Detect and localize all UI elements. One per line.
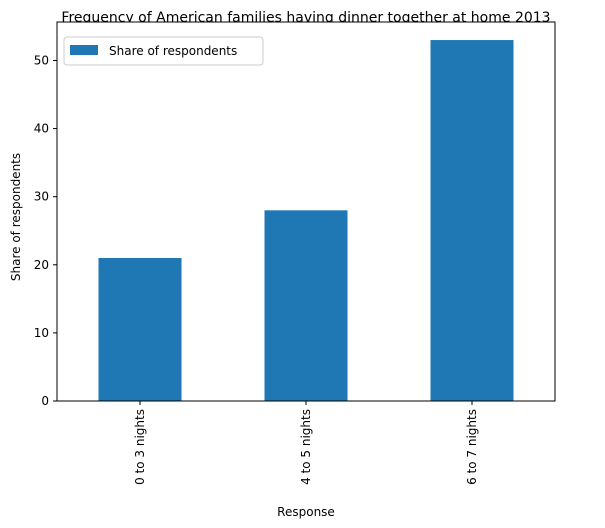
- bar: [264, 210, 348, 401]
- y-tick-label: 50: [34, 53, 49, 67]
- y-tick-label: 0: [41, 394, 49, 408]
- x-tick-label: 0 to 3 nights: [133, 409, 147, 485]
- plot-frame: [56, 21, 556, 402]
- bar: [430, 40, 514, 402]
- y-tick-label: 40: [34, 122, 49, 136]
- x-axis: 0 to 3 nights 4 to 5 nights 6 to 7 nights: [133, 401, 479, 485]
- y-tick-label: 10: [34, 326, 49, 340]
- bars-group: [98, 40, 514, 402]
- x-tick-label: 6 to 7 nights: [465, 409, 479, 485]
- x-tick-label: 4 to 5 nights: [299, 409, 313, 485]
- y-tick-label: 30: [34, 190, 49, 204]
- y-axis: 0 10 20 30 40 50: [34, 53, 57, 408]
- legend-label: Share of respondents: [109, 44, 237, 58]
- bar: [98, 257, 182, 401]
- x-axis-label: Response: [277, 505, 335, 519]
- legend-frame: [63, 36, 264, 66]
- y-axis-label: Share of respondents: [9, 153, 23, 281]
- legend-swatch: [70, 45, 98, 55]
- y-tick-label: 20: [34, 258, 49, 272]
- legend: Share of respondents: [63, 36, 264, 66]
- plot-area: 0 10 20 30 40 50 0 to 3 nights 4 to 5 nights 6 …: [34, 21, 556, 485]
